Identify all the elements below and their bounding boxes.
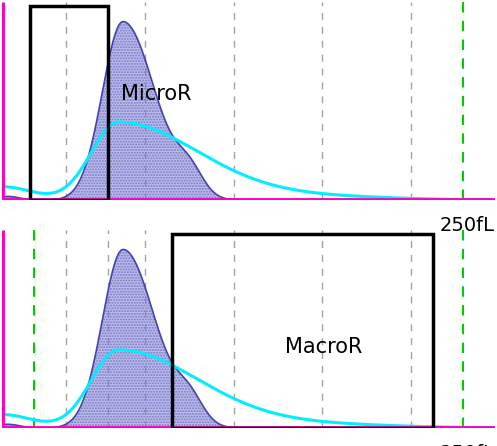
Bar bbox=[29, 6, 108, 200]
Bar bbox=[172, 234, 433, 428]
Text: MicroR: MicroR bbox=[121, 83, 191, 103]
Text: MacroR: MacroR bbox=[285, 337, 363, 357]
Text: 250fL: 250fL bbox=[439, 444, 495, 446]
Text: 250fL: 250fL bbox=[439, 216, 495, 235]
